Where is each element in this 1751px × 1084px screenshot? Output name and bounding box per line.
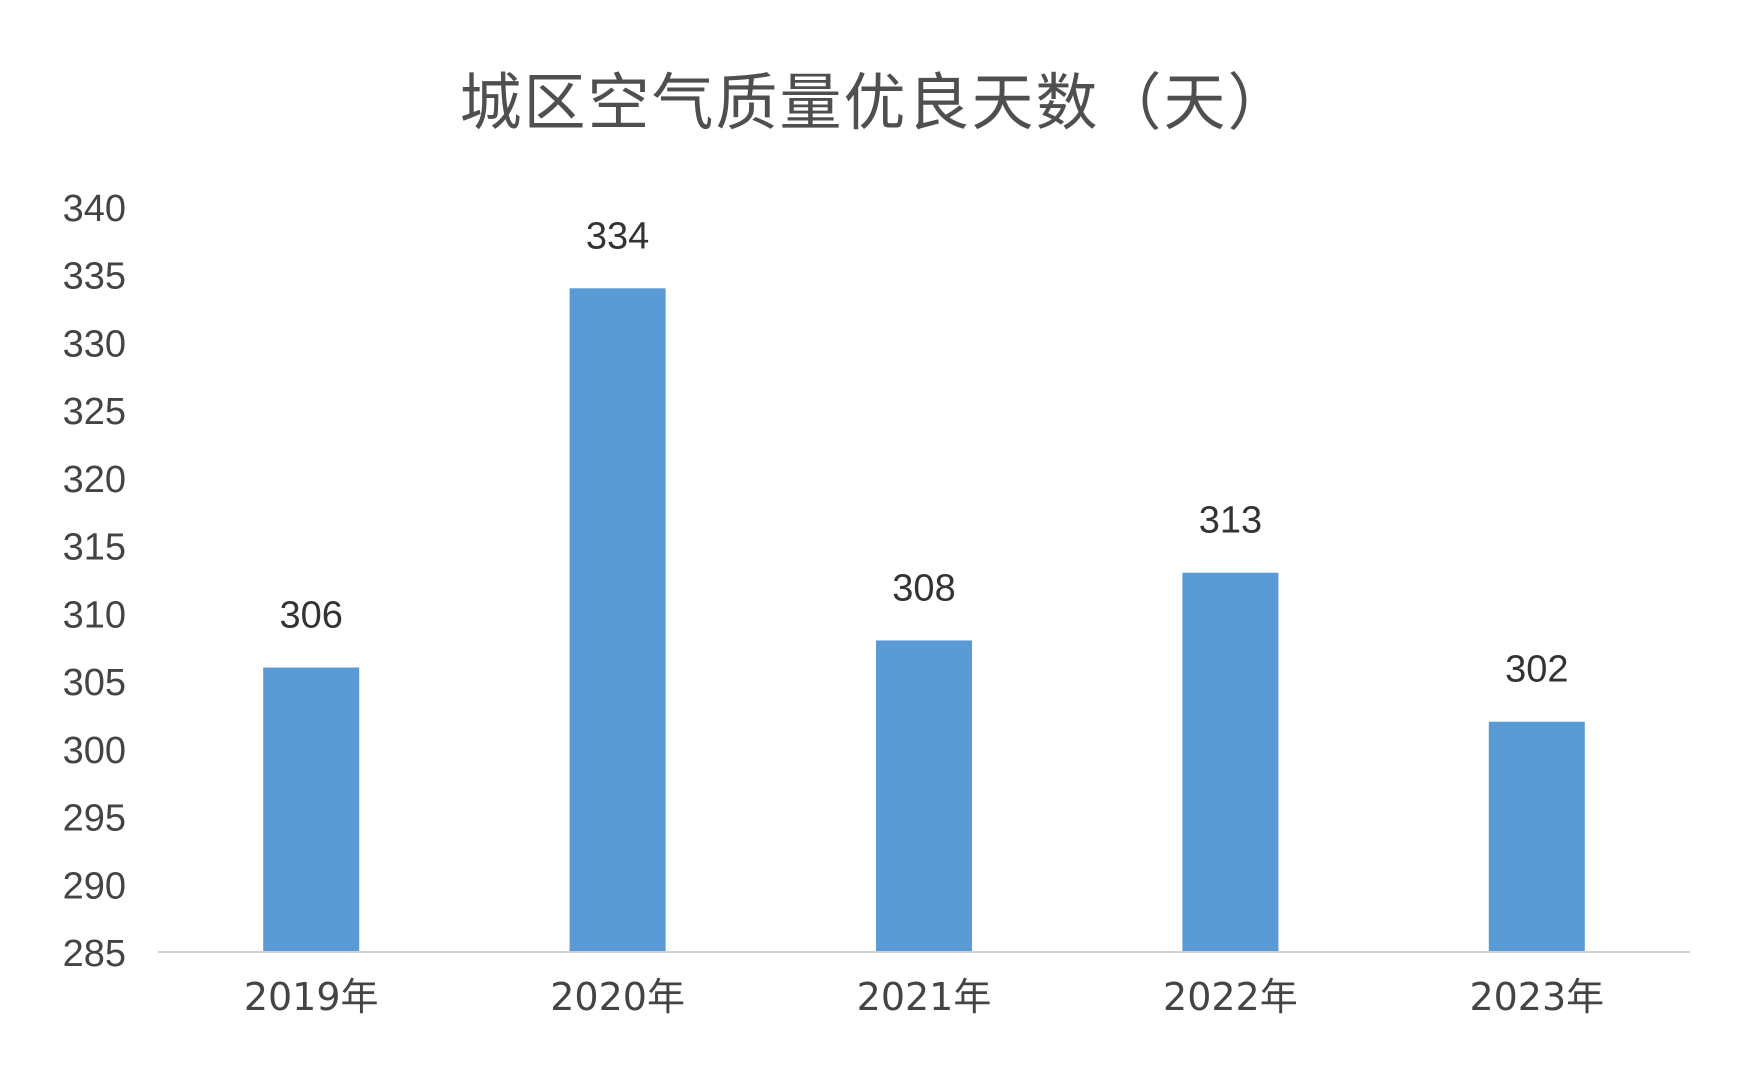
data-label: 302 (1505, 649, 1568, 691)
bar (876, 640, 972, 952)
data-label: 334 (586, 215, 649, 257)
y-axis-ticks: 285 290 295 300 305 310 315 320 325 330 335 340 (63, 188, 126, 975)
data-label: 313 (1199, 500, 1262, 542)
y-tick-label: 325 (63, 391, 126, 433)
y-tick-label: 340 (63, 188, 126, 230)
bars (263, 288, 1585, 953)
x-tick-label: 2022年 (1163, 975, 1298, 1019)
x-tick-label: 2019年 (244, 975, 379, 1019)
x-tick-label: 2021年 (857, 975, 992, 1019)
bar (263, 667, 360, 952)
x-tick-label: 2023年 (1469, 975, 1604, 1019)
bar (1488, 721, 1585, 952)
y-tick-label: 300 (63, 730, 126, 772)
y-tick-label: 310 (63, 594, 126, 636)
y-tick-label: 335 (63, 256, 126, 298)
bar (569, 288, 666, 953)
data-label: 306 (279, 595, 342, 637)
y-tick-label: 305 (63, 662, 126, 704)
y-tick-label: 320 (63, 459, 126, 501)
x-axis-labels: 2019年 2020年 2021年 2022年 2023年 (244, 975, 1604, 1019)
data-labels: 306 334 308 313 302 (279, 215, 1568, 690)
chart-title: 城区空气质量优良天数（天） (459, 66, 1292, 139)
bar (1182, 572, 1279, 952)
y-tick-label: 315 (63, 527, 126, 569)
y-tick-label: 295 (63, 798, 126, 840)
y-tick-label: 290 (63, 865, 126, 907)
data-label: 308 (892, 567, 955, 609)
x-tick-label: 2020年 (550, 975, 685, 1019)
y-tick-label: 285 (63, 933, 126, 975)
y-tick-label: 330 (63, 323, 126, 365)
